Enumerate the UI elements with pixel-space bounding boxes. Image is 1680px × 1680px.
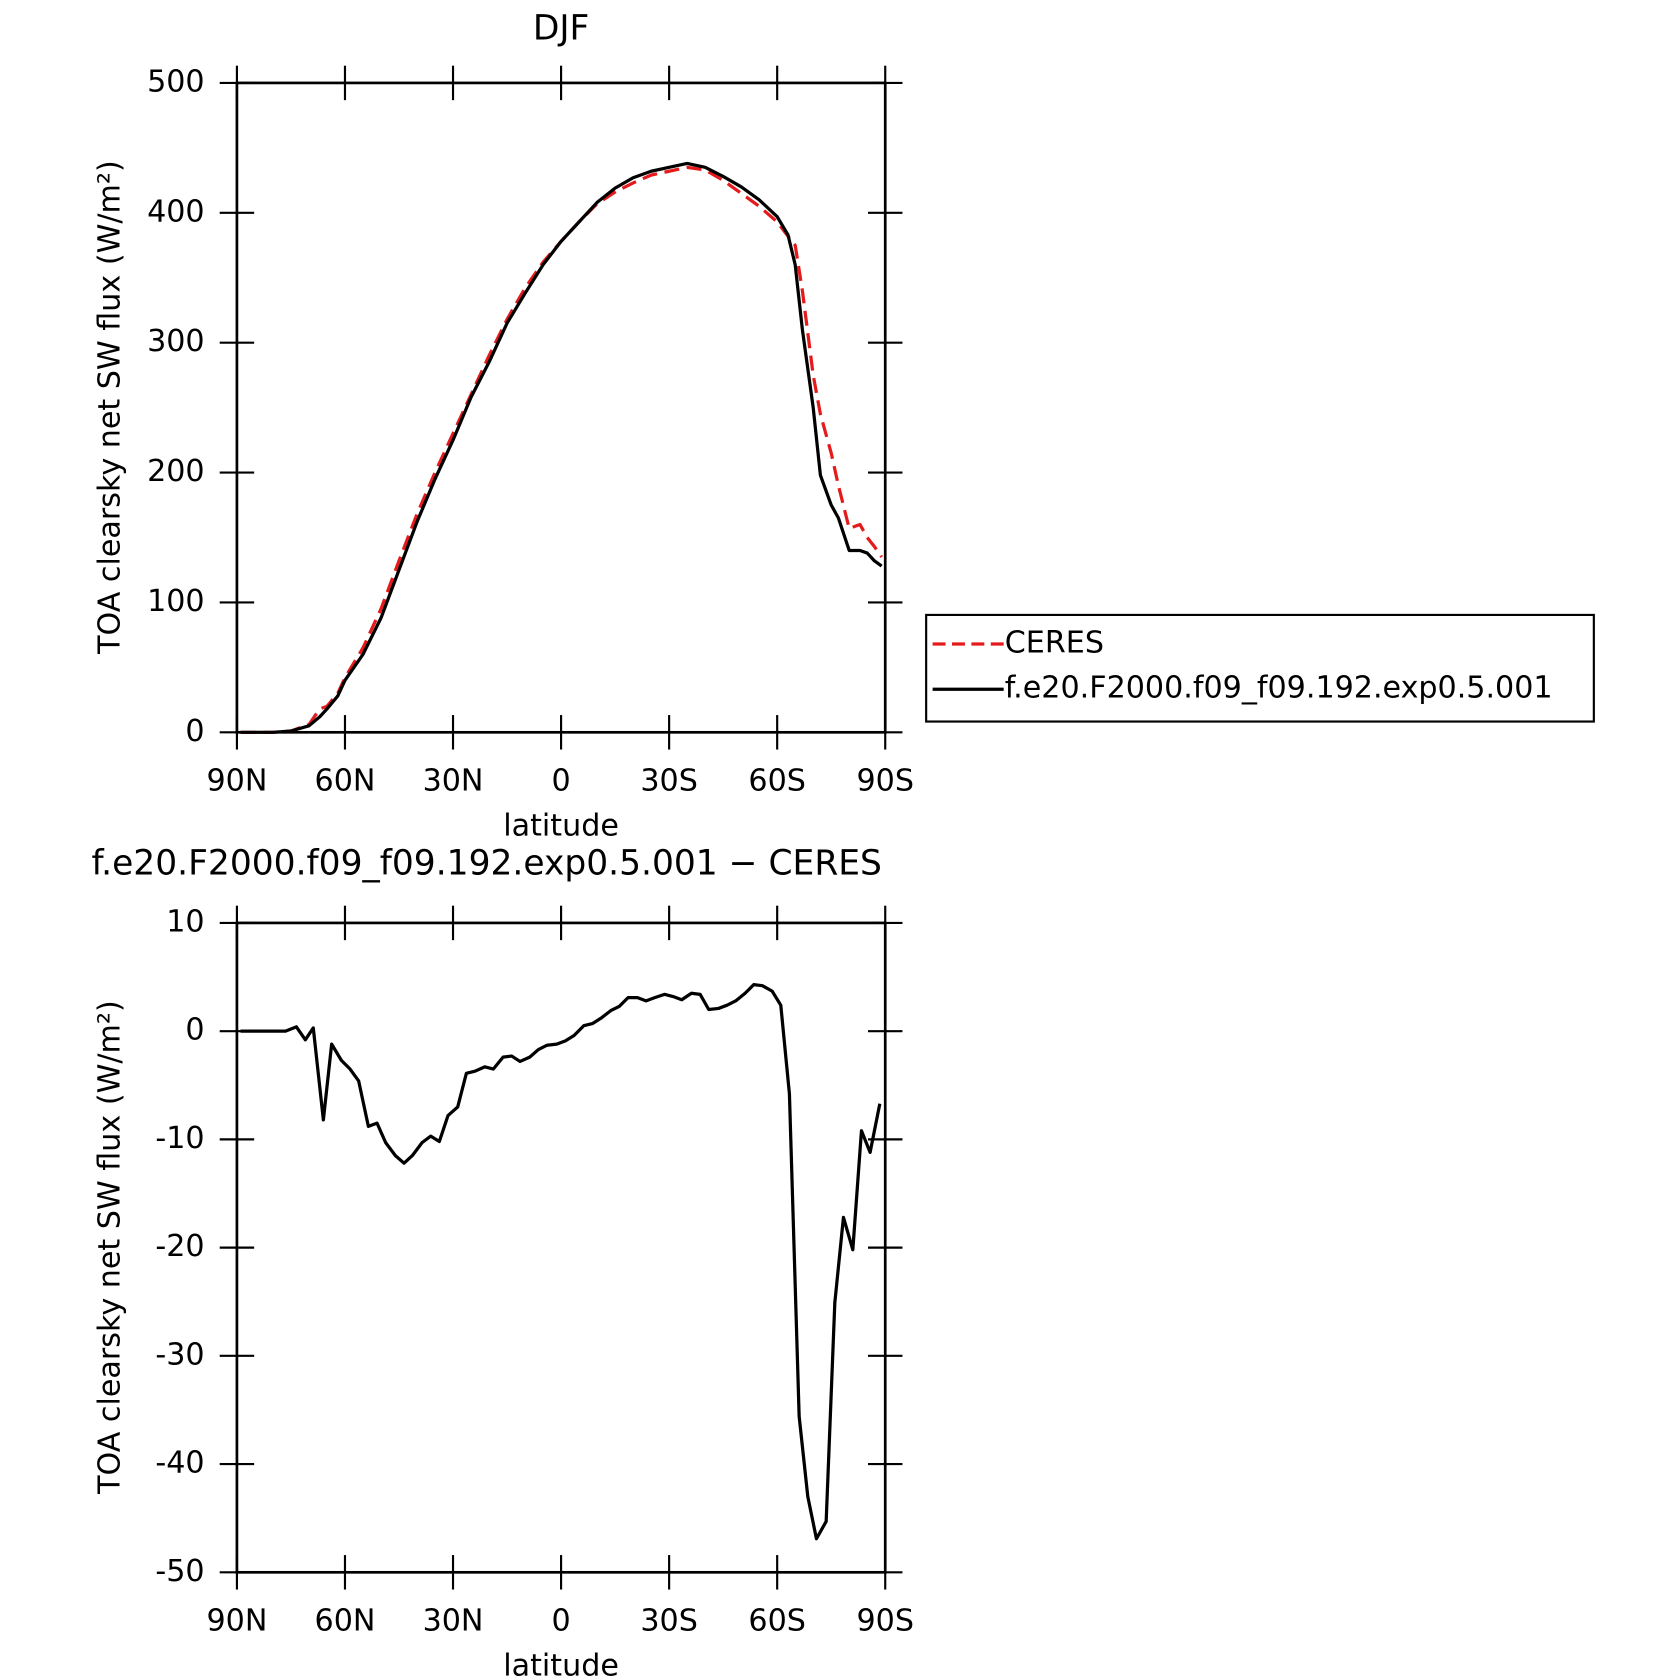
plot-frame (235, 921, 887, 1574)
x-tick-label: 30S (640, 1603, 698, 1638)
x-tick-label: 60S (748, 763, 806, 798)
x-axis-label: latitude (503, 1649, 619, 1680)
x-tick-label: 90S (856, 763, 914, 798)
y-tick-label: -50 (155, 1554, 204, 1589)
y-tick-label: 500 (147, 64, 205, 99)
x-tick-label: 60S (748, 1603, 806, 1638)
x-tick-label: 90N (206, 1603, 267, 1638)
y-tick-label: 10 (166, 904, 204, 939)
legend-label: f.e20.F2000.f09_f09.192.exp0.5.001 (1005, 671, 1553, 706)
plot-frame (235, 81, 887, 734)
x-tick-label: 60N (315, 1603, 376, 1638)
x-tick-label: 30N (423, 763, 484, 798)
y-tick-label: -20 (155, 1229, 204, 1264)
y-tick-label: -40 (155, 1446, 204, 1481)
legend-label: CERES (1005, 626, 1104, 661)
y-axis-label: TOA clearsky net SW flux (W/m²) (92, 1000, 127, 1495)
y-tick-label: 400 (147, 194, 205, 229)
legend-box (925, 613, 1595, 723)
y-axis-label: TOA clearsky net SW flux (W/m²) (92, 160, 127, 655)
x-tick-label: 0 (551, 763, 570, 798)
chart-title: f.e20.F2000.f09_f09.192.exp0.5.001 − CER… (92, 843, 882, 883)
data-line (240, 165, 883, 734)
data-line (240, 161, 883, 734)
x-tick-label: 0 (551, 1603, 570, 1638)
y-tick-label: 300 (147, 324, 205, 359)
y-tick-label: 0 (185, 1013, 204, 1048)
y-tick-label: 200 (147, 454, 205, 489)
x-axis-label: latitude (503, 809, 619, 844)
y-tick-label: -30 (155, 1337, 204, 1372)
y-tick-label: -10 (155, 1121, 204, 1156)
x-tick-label: 30N (423, 1603, 484, 1638)
x-tick-label: 90S (856, 1603, 914, 1638)
x-tick-label: 60N (315, 763, 376, 798)
x-tick-label: 90N (206, 763, 267, 798)
y-tick-label: 100 (147, 584, 205, 619)
data-line (240, 982, 882, 1541)
chart-title: DJF (533, 9, 590, 49)
y-tick-label: 0 (185, 714, 204, 749)
x-tick-label: 30S (640, 763, 698, 798)
